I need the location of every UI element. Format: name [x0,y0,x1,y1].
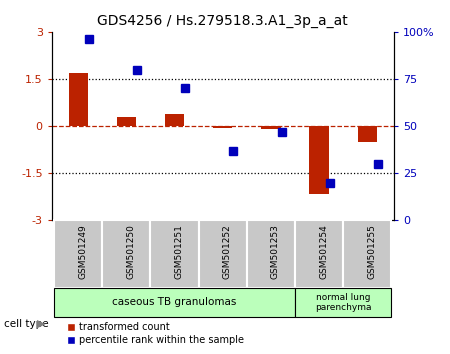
Text: GSM501249: GSM501249 [78,224,87,279]
Bar [310,126,328,194]
Bar [54,288,295,316]
Bar [213,126,232,128]
Text: GSM501250: GSM501250 [126,224,135,279]
Bar [261,126,280,129]
Bar [247,221,295,288]
Text: ▶: ▶ [37,319,46,329]
Bar [343,221,392,288]
Bar [295,221,343,288]
Text: GSM501253: GSM501253 [271,224,280,279]
Text: GSM501254: GSM501254 [319,224,328,279]
Text: GSM501251: GSM501251 [175,224,184,279]
Bar [102,221,150,288]
Bar [358,126,377,142]
Bar [150,221,198,288]
Legend: transformed count, percentile rank within the sample: transformed count, percentile rank withi… [67,322,243,345]
Title: GDS4256 / Hs.279518.3.A1_3p_a_at: GDS4256 / Hs.279518.3.A1_3p_a_at [97,14,348,28]
Bar [54,221,102,288]
Bar [68,73,88,126]
Text: cell type: cell type [4,319,49,329]
Bar [165,114,184,126]
Text: normal lung
parenchyma: normal lung parenchyma [315,293,371,312]
Bar [117,117,136,126]
Text: GSM501252: GSM501252 [223,224,232,279]
Text: GSM501255: GSM501255 [367,224,376,279]
Bar [295,288,392,316]
Bar [198,221,247,288]
Text: caseous TB granulomas: caseous TB granulomas [112,297,237,307]
